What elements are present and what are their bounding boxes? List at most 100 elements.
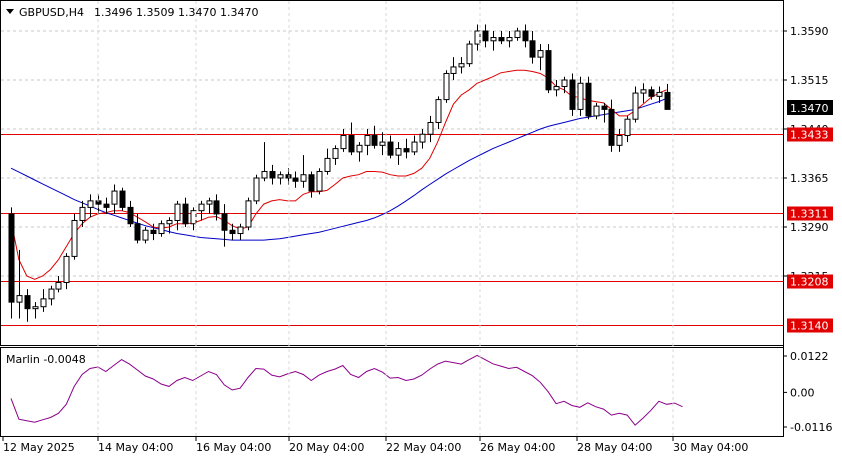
- candle: [8, 207, 15, 319]
- candle: [435, 96, 442, 129]
- candle: [150, 223, 157, 241]
- symbol-label: GBPUSD,H4: [19, 6, 84, 19]
- candle: [411, 135, 418, 156]
- bear-candle-body: [8, 213, 15, 303]
- bear-candle-body: [664, 91, 671, 110]
- bear-candle-body: [119, 190, 126, 208]
- bull-candle-body: [632, 92, 639, 120]
- bull-candle-body: [253, 177, 260, 202]
- bear-candle-body: [608, 108, 615, 146]
- bear-candle-body: [569, 79, 576, 110]
- candle: [277, 171, 284, 185]
- candle: [443, 70, 450, 103]
- bear-candle-body: [648, 89, 655, 97]
- bull-candle-body: [364, 135, 371, 146]
- bull-candle-body: [198, 203, 205, 212]
- time-tick-label: 30 May 04:00: [673, 441, 748, 454]
- bull-candle-body: [324, 157, 331, 172]
- ohlc-values: 1.3496 1.3509 1.3470 1.3470: [94, 6, 258, 19]
- candle: [593, 102, 600, 120]
- time-tick-label: 22 May 04:00: [386, 441, 461, 454]
- bull-candle-body: [174, 203, 181, 221]
- candle: [55, 276, 62, 293]
- bull-candle-body: [87, 200, 94, 208]
- bull-candle-body: [474, 30, 481, 45]
- candle: [379, 132, 386, 156]
- candle: [79, 200, 86, 227]
- candle: [387, 135, 394, 159]
- bull-candle-body: [435, 99, 442, 123]
- candle: [490, 31, 497, 51]
- candle: [103, 197, 110, 214]
- candle: [608, 99, 615, 152]
- bull-candle-body: [16, 295, 23, 303]
- time-tick-label: 14 May 04:00: [98, 441, 173, 454]
- grid: [1, 30, 783, 277]
- candle: [640, 83, 647, 103]
- candle: [292, 171, 299, 188]
- bull-candle-body: [640, 89, 647, 94]
- bear-candle-body: [387, 141, 394, 156]
- bear-candle-body: [529, 40, 536, 58]
- bull-candle-body: [443, 72, 450, 101]
- bear-candle-body: [371, 135, 378, 146]
- candle: [577, 76, 584, 116]
- candle: [134, 213, 141, 244]
- price-tick-label: 1.3590: [790, 25, 829, 38]
- bull-candle-body: [32, 306, 39, 310]
- candle: [340, 129, 347, 152]
- indicator-tick-label: 0.00: [790, 386, 815, 399]
- candle: [545, 44, 552, 94]
- level-label-box: [787, 318, 833, 333]
- bull-candle-body: [624, 118, 631, 137]
- collapse-triangle-icon[interactable]: [6, 9, 14, 14]
- candle: [229, 223, 236, 241]
- bear-candle-body: [292, 177, 299, 182]
- candle: [71, 213, 78, 260]
- price-tick-label: 1.3290: [790, 221, 829, 234]
- candle: [348, 122, 355, 156]
- candle: [213, 194, 220, 221]
- candle: [24, 289, 31, 322]
- bull-candle-body: [514, 30, 521, 39]
- candle: [632, 86, 639, 123]
- bear-candle-body: [150, 229, 157, 235]
- level-label-box: [787, 274, 833, 289]
- bull-candle-body: [537, 50, 544, 58]
- bull-candle-body: [261, 170, 268, 179]
- candle: [16, 249, 23, 319]
- candle: [253, 174, 260, 205]
- bear-candle-body: [403, 148, 410, 153]
- bull-candle-body: [63, 255, 70, 284]
- bear-candle-body: [601, 105, 608, 110]
- candle: [237, 223, 244, 241]
- support-resistance-levels: [1, 134, 783, 326]
- candle: [119, 187, 126, 211]
- bear-candle-body: [213, 200, 220, 215]
- candle: [316, 168, 323, 195]
- bull-candle-body: [490, 37, 497, 42]
- candle: [395, 142, 402, 165]
- candle: [332, 145, 339, 165]
- bull-candle-body: [332, 148, 339, 159]
- bull-candle-body: [411, 141, 418, 153]
- bear-candle-body: [269, 170, 276, 179]
- candle: [63, 253, 70, 290]
- bear-candle-body: [498, 37, 505, 42]
- bear-candle-body: [308, 174, 315, 192]
- bull-candle-body: [71, 219, 78, 257]
- candle: [300, 155, 307, 188]
- time-tick-label: 12 May 2025: [3, 441, 75, 454]
- bull-candle-body: [561, 79, 568, 88]
- bear-candle-body: [182, 203, 189, 225]
- candle: [111, 184, 118, 214]
- bull-candle-body: [340, 135, 347, 150]
- bear-candle-body: [585, 82, 592, 117]
- time-tick-label: 20 May 04:00: [289, 441, 364, 454]
- candle: [198, 200, 205, 221]
- bull-candle-body: [506, 37, 513, 42]
- candle: [158, 220, 165, 237]
- bear-candle-body: [482, 30, 489, 42]
